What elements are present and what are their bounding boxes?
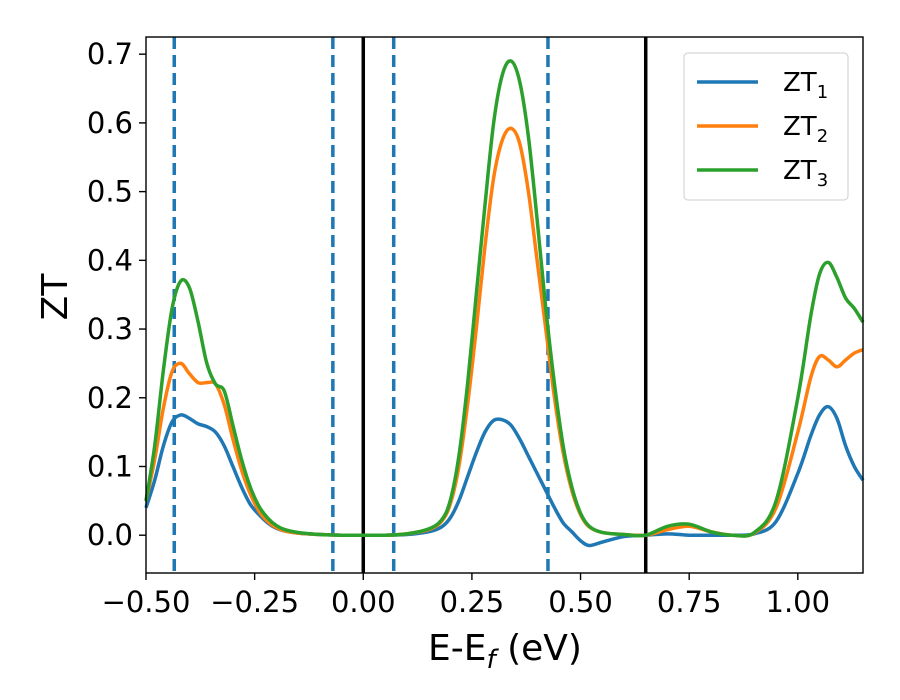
legend-label: ZT1: [783, 68, 828, 103]
plot-frame: [145, 36, 864, 574]
y-tick-label: 0.7: [87, 37, 133, 71]
legend-label: ZT3: [783, 156, 828, 191]
y-tick-label: 0.1: [87, 449, 133, 483]
y-tick-label: 0.6: [87, 106, 133, 140]
y-tick-label: 0.0: [87, 518, 133, 552]
series-line-zt1: [144, 404, 865, 548]
x-tick-label: 0.75: [657, 585, 722, 619]
x-tick-label: −0.50: [102, 585, 191, 619]
x-tick-label: 0.50: [548, 585, 613, 619]
series-lines: [144, 59, 865, 548]
x-axis-ticks: −0.50 −0.25 0.00 0.25 0.50 0.75 1.00: [102, 573, 831, 619]
y-axis-ticks: 0.0 0.1 0.2 0.3 0.4 0.5 0.6 0.7: [87, 37, 146, 552]
legend: ZT1 ZT2 ZT3: [683, 52, 849, 201]
y-tick-label: 0.4: [87, 243, 133, 277]
y-tick-label: 0.3: [87, 312, 133, 346]
x-axis-label: E-Ef (eV): [428, 628, 582, 675]
y-tick-label: 0.5: [87, 175, 133, 209]
series-line-zt3: [144, 59, 865, 538]
legend-box: [683, 52, 849, 201]
reference-lines: [172, 37, 648, 573]
x-tick-label: 1.00: [766, 585, 831, 619]
legend-label: ZT2: [783, 112, 828, 147]
x-tick-label: 0.25: [440, 585, 505, 619]
y-axis-label: ZT: [35, 273, 76, 321]
y-tick-label: 0.2: [87, 381, 133, 415]
x-tick-label: −0.25: [210, 585, 299, 619]
x-tick-label: 0.00: [331, 585, 396, 619]
